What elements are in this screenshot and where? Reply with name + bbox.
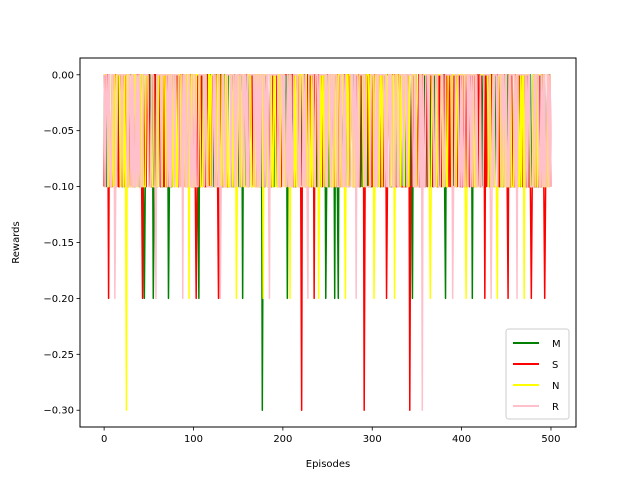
plot-area (103, 74, 552, 411)
legend-box (505, 328, 570, 420)
x-axis: 0 100 200 300 400 500 (101, 427, 561, 445)
y-tick-label: −0.30 (43, 406, 74, 417)
x-axis-label: Episodes (306, 459, 350, 470)
y-tick-label: −0.10 (43, 182, 74, 193)
x-tick-label: 100 (184, 434, 203, 445)
y-tick-label: 0.00 (52, 70, 74, 81)
x-tick-label: 200 (273, 434, 292, 445)
y-tick-label: −0.20 (43, 294, 74, 305)
legend-label-n: N (552, 381, 559, 392)
y-axis: 0.00 −0.05 −0.10 −0.15 −0.20 −0.25 −0.30 (43, 70, 80, 417)
legend-label-m: M (552, 339, 561, 350)
x-tick-label: 300 (363, 434, 382, 445)
y-tick-label: −0.15 (43, 238, 74, 249)
legend-label-r: R (552, 402, 559, 413)
y-tick-label: −0.05 (43, 126, 74, 137)
x-tick-label: 0 (101, 434, 107, 445)
series-line-r (103, 74, 552, 411)
y-axis-label: Rewards (11, 221, 22, 263)
legend-label-s: S (552, 360, 558, 371)
y-tick-label: −0.25 (43, 350, 74, 361)
x-tick-label: 400 (452, 434, 471, 445)
x-tick-label: 500 (541, 434, 560, 445)
